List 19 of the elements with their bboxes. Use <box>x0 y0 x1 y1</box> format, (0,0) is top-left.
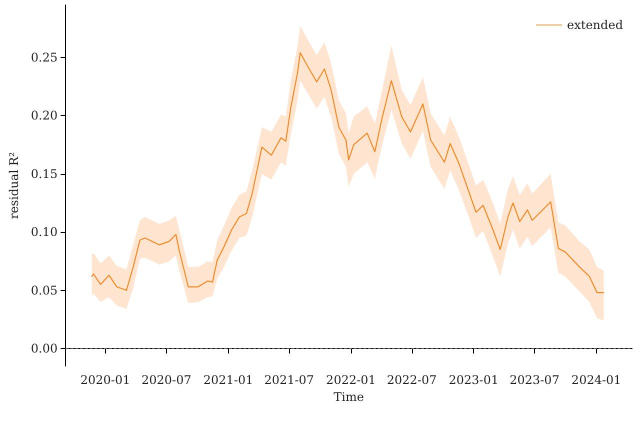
x-tick-label: 2020-07 <box>142 373 192 387</box>
y-tick-label: 0.00 <box>30 342 58 356</box>
y-tick-label: 0.10 <box>30 225 58 240</box>
line-series <box>91 52 604 294</box>
y-tick-label: 0.15 <box>30 166 58 181</box>
x-axis-title: Time <box>334 390 364 404</box>
x-tick-label: 2020-01 <box>80 373 130 387</box>
legend-label: extended <box>567 18 624 32</box>
y-axis-title: residual R² <box>7 152 21 219</box>
x-tick-label: 2021-07 <box>264 373 314 387</box>
x-tick-label: 2023-01 <box>448 373 499 387</box>
x-tick-label: 2022-01 <box>326 373 376 387</box>
x-tick-label: 2023-07 <box>510 373 560 387</box>
y-tick-label: 0.20 <box>30 108 58 123</box>
x-tick-label: 2024-01 <box>571 373 622 387</box>
x-tick-label: 2022-07 <box>386 373 437 387</box>
y-tick-label: 0.25 <box>30 50 58 64</box>
x-tick-label: 2021-01 <box>203 373 254 387</box>
y-tick-label: 0.05 <box>30 283 58 298</box>
